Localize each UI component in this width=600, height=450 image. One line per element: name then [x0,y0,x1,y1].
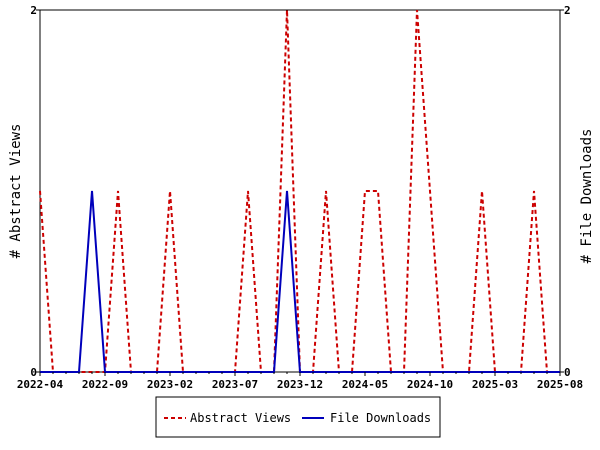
legend-box [155,396,441,438]
x-tick-label: 2024-10 [407,378,453,391]
y-tick-label-right: 0 [564,366,571,379]
y-axis-title-right: # File Downloads [579,129,595,264]
y-axes: 0 0 2 2 [30,4,570,379]
x-tick-label: 2025-08 [537,378,583,391]
x-tick-label: 2023-12 [277,378,323,391]
legend-label-file-downloads: File Downloads [330,411,431,425]
y-axis-title-left: # Abstract Views [8,124,24,259]
legend: Abstract Views File Downloads [155,396,441,438]
legend-label-abstract-views: Abstract Views [190,411,291,425]
x-tick-label: 2024-05 [342,378,388,391]
x-tick-label: 2022-09 [82,378,128,391]
x-tick-label: 2025-03 [472,378,518,391]
x-tick-label: 2023-07 [212,378,258,391]
y-tick-label-left: 2 [30,4,37,17]
y-tick-label-left: 0 [30,366,37,379]
x-tick-label: 2022-04 [17,378,64,391]
x-axis: 2022-04 2022-09 2023-02 2023-07 2023-12 2024-… [17,372,583,391]
x-tick-label: 2023-02 [147,378,193,391]
y-tick-label-right: 2 [564,4,571,17]
